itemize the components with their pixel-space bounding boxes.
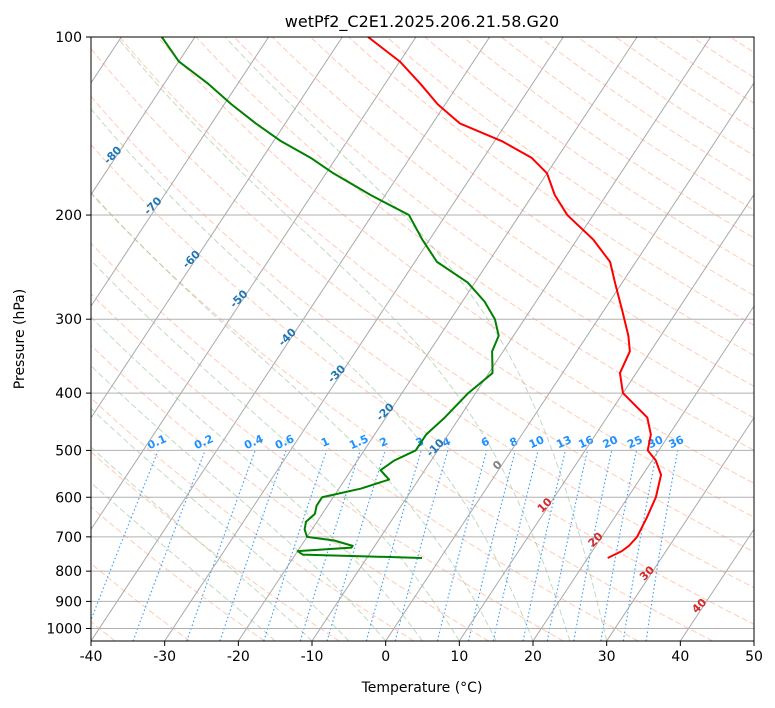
dry-adiabat [157,37,754,484]
moist-adiabat [91,259,460,641]
dewpoint-profile [160,37,500,559]
mixing-ratio-line [219,450,287,641]
y-tick-label: 400 [55,386,82,402]
skewed-isotherm [679,528,754,641]
dry-adiabat [91,344,489,641]
mixing-ratio-line [326,450,386,641]
dry-adiabat [91,143,754,625]
axes: -40 -30 -20 -10 0 10 20 30 40 50 100 200 300 400 500 60… [46,30,763,665]
skewed-isotherm [458,193,754,641]
mixing-ratio-line [186,450,256,641]
x-tick-label: -40 [80,649,103,665]
moist-adiabat [91,407,350,641]
moist-adiabat [91,316,423,641]
temperature-profile [367,37,663,559]
dry-adiabat [233,37,754,419]
skewed-isotherm [91,37,196,196]
skewed-isotherm [91,37,270,308]
dry-adiabat [91,506,265,641]
x-tick-label: 40 [671,649,689,665]
moist-adiabat [224,37,608,641]
y-tick-label: 800 [55,564,82,580]
plot-frame [90,36,755,642]
x-tick-label: -10 [301,649,324,665]
y-tick-label: 200 [55,208,82,224]
dry-adiabat [386,37,754,297]
dry-adiabat [119,37,754,518]
mixing-ratio-line [263,450,328,641]
skewed-isotherm [164,37,564,641]
mixing-ratio-label: 25 [625,433,644,451]
mixing-ratio-label: 36 [667,433,687,451]
x-tick-label: 30 [598,649,616,665]
mixing-ratio-line [467,450,516,641]
mixing-ratio-line [622,450,658,641]
x-tick-label: 10 [450,649,468,665]
skewed-isotherm [237,37,638,641]
skewed-isotherm [91,37,417,531]
mixing-ratio-label: 13 [554,433,573,451]
dry-adiabat [91,397,415,641]
y-tick-label: 300 [55,312,82,328]
mixing-ratio-line [365,450,422,641]
x-tick-label: 0 [381,649,390,665]
skewed-isotherm [532,305,754,641]
dry-adiabat [91,242,639,641]
chart-title: wetPf2_C2E1.2025.206.21.58.G20 [285,12,559,32]
y-tick-label: 500 [55,443,82,459]
dry-adiabat [91,95,754,589]
mixing-ratio-label: 20 [601,433,621,451]
moist-adiabat [91,108,534,641]
mixing-ratio-label: 10 [527,433,547,451]
dry-adiabat [91,293,564,641]
skewed-isotherm [91,37,491,641]
mixing-ratio-label: 16 [576,433,596,451]
mixing-ratio-line [436,450,488,641]
y-tick-label: 900 [55,594,82,610]
mixing-ratio-line [492,450,539,641]
dry-adiabat [91,192,713,641]
moist-adiabat [91,191,497,641]
moist-adiabat [91,446,313,641]
moist-adiabat [91,365,387,641]
skewed-isotherm [385,82,754,641]
y-tick-label: 100 [55,30,82,46]
x-tick-label: -30 [153,649,176,665]
x-tick-label: 20 [524,649,542,665]
y-tick-label: 1000 [46,621,82,637]
x-tick-label: 50 [745,649,763,665]
x-tick-label: -20 [227,649,250,665]
mixing-ratio-line [645,450,679,641]
mixing-ratio-line [299,450,361,641]
moist-adiabat [116,37,571,641]
dry-adiabat [310,37,754,357]
mixing-ratio-line [91,450,159,622]
y-tick-label: 600 [55,490,82,506]
moist-adiabat [91,482,276,641]
skewed-isotherm [606,416,754,641]
skewed-isotherm [311,37,712,641]
y-tick-label: 700 [55,530,82,546]
x-axis-label: Temperature (°C) [361,680,483,696]
y-axis-label: Pressure (hPa) [12,289,28,389]
